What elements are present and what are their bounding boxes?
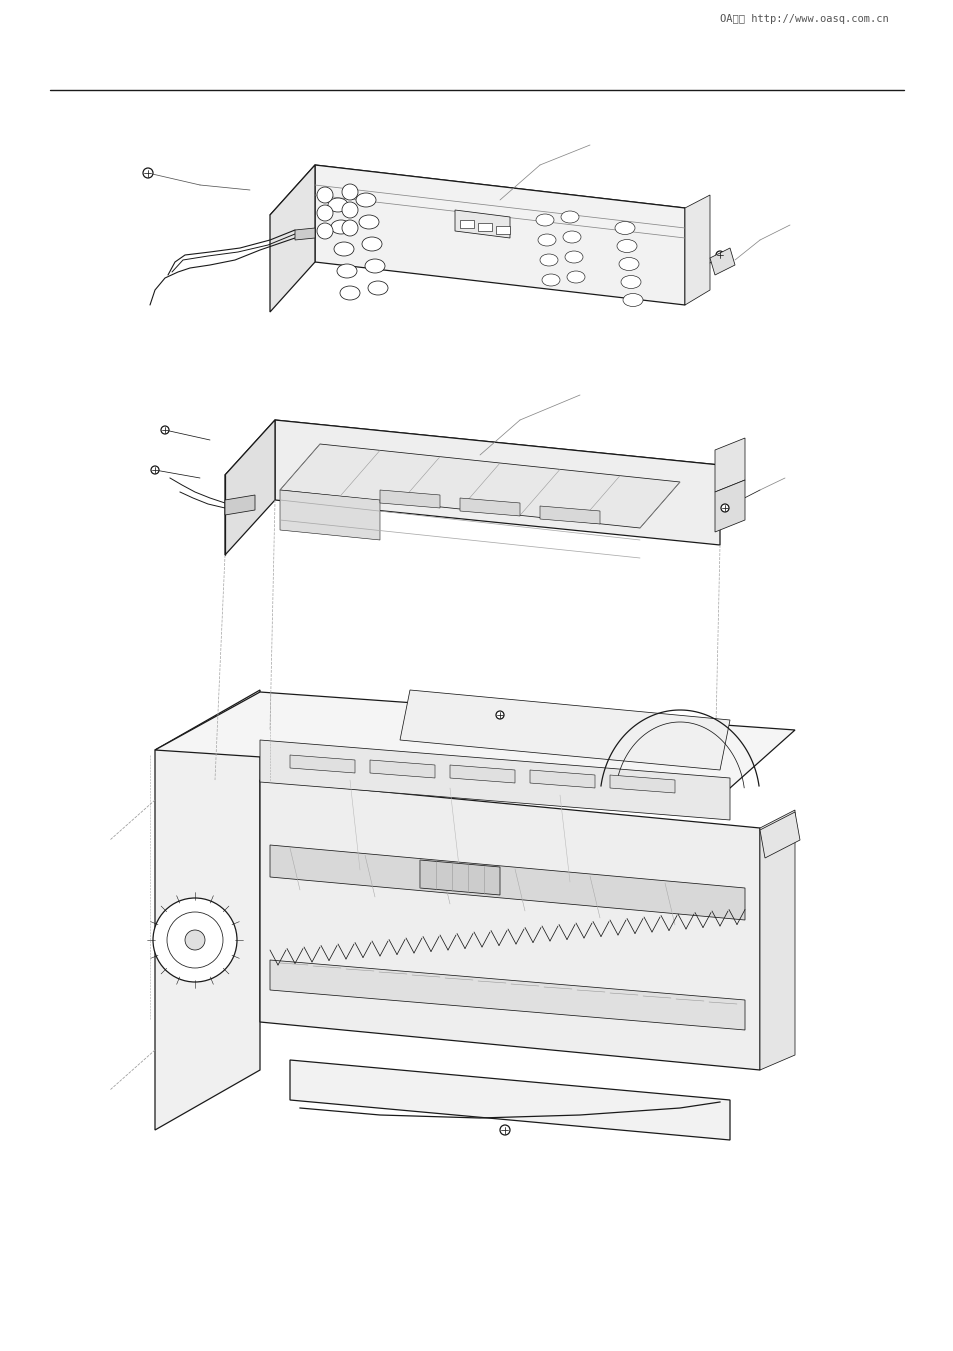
Ellipse shape — [618, 258, 639, 270]
Polygon shape — [260, 740, 729, 820]
Circle shape — [341, 184, 357, 200]
Polygon shape — [225, 420, 720, 520]
Circle shape — [316, 223, 333, 239]
Circle shape — [341, 220, 357, 236]
Ellipse shape — [355, 193, 375, 207]
Polygon shape — [709, 249, 734, 276]
Polygon shape — [609, 775, 675, 793]
Circle shape — [316, 205, 333, 222]
Polygon shape — [290, 1061, 729, 1140]
Ellipse shape — [541, 274, 559, 286]
Ellipse shape — [365, 259, 385, 273]
Polygon shape — [280, 444, 679, 528]
Polygon shape — [314, 165, 684, 305]
Ellipse shape — [620, 276, 640, 289]
Polygon shape — [530, 770, 595, 788]
Ellipse shape — [564, 251, 582, 263]
Polygon shape — [370, 761, 435, 778]
Polygon shape — [154, 692, 794, 788]
Ellipse shape — [617, 239, 637, 253]
Polygon shape — [294, 228, 314, 240]
Circle shape — [185, 929, 205, 950]
Ellipse shape — [328, 199, 348, 212]
Polygon shape — [714, 480, 744, 532]
Ellipse shape — [331, 220, 351, 234]
Polygon shape — [419, 861, 499, 894]
Circle shape — [167, 912, 223, 969]
Bar — [477, 223, 492, 231]
Ellipse shape — [339, 286, 359, 300]
Circle shape — [151, 466, 159, 474]
Ellipse shape — [566, 272, 584, 282]
Ellipse shape — [368, 281, 388, 295]
Text: OA社区 http://www.oasq.com.cn: OA社区 http://www.oasq.com.cn — [720, 15, 888, 24]
Ellipse shape — [622, 293, 642, 307]
Circle shape — [161, 426, 169, 434]
Polygon shape — [379, 490, 439, 508]
Polygon shape — [154, 690, 260, 1129]
Ellipse shape — [615, 222, 635, 235]
Circle shape — [499, 1125, 510, 1135]
Bar — [459, 220, 474, 228]
Circle shape — [152, 898, 236, 982]
Circle shape — [143, 168, 152, 178]
Polygon shape — [450, 765, 515, 784]
Ellipse shape — [536, 213, 554, 226]
Ellipse shape — [537, 234, 556, 246]
Polygon shape — [274, 420, 720, 544]
Polygon shape — [225, 420, 274, 555]
Polygon shape — [290, 755, 355, 773]
Polygon shape — [684, 195, 709, 305]
Circle shape — [496, 711, 503, 719]
Polygon shape — [280, 490, 379, 540]
Polygon shape — [459, 499, 519, 516]
Ellipse shape — [539, 254, 558, 266]
Bar — [496, 226, 510, 234]
Polygon shape — [760, 812, 800, 858]
Polygon shape — [714, 438, 744, 492]
Polygon shape — [270, 165, 314, 312]
Polygon shape — [270, 961, 744, 1029]
Polygon shape — [399, 690, 729, 770]
Polygon shape — [225, 494, 254, 515]
Circle shape — [716, 251, 723, 259]
Polygon shape — [260, 780, 760, 1070]
Polygon shape — [539, 507, 599, 524]
Polygon shape — [270, 165, 684, 258]
Ellipse shape — [562, 231, 580, 243]
Polygon shape — [270, 844, 744, 920]
Polygon shape — [760, 811, 794, 1070]
Circle shape — [341, 203, 357, 218]
Circle shape — [316, 186, 333, 203]
Ellipse shape — [361, 236, 381, 251]
Ellipse shape — [560, 211, 578, 223]
Circle shape — [720, 504, 728, 512]
Ellipse shape — [358, 215, 378, 230]
Polygon shape — [455, 209, 510, 238]
Ellipse shape — [334, 242, 354, 255]
Ellipse shape — [336, 263, 356, 278]
